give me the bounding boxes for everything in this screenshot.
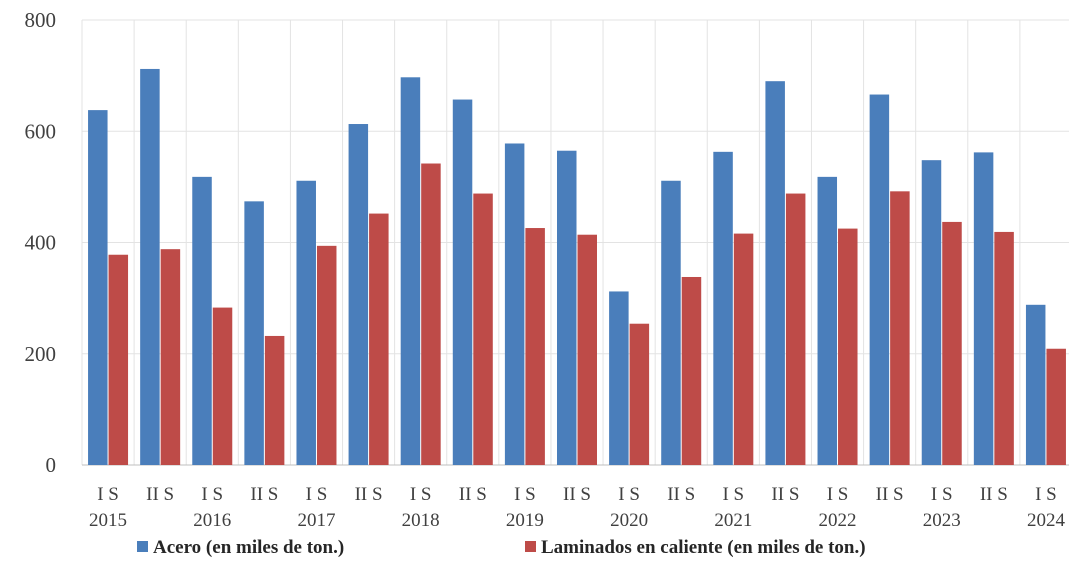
x-category-year-label: 2023 [923, 510, 961, 531]
x-category-half-label: I S [827, 484, 849, 505]
x-category-year-label: 2021 [714, 510, 752, 531]
x-category-half-label: II S [980, 484, 1008, 505]
x-category-half-label: I S [722, 484, 744, 505]
x-category-half-label: I S [931, 484, 953, 505]
laminados-bar [786, 194, 806, 465]
acero-bar [349, 124, 369, 465]
x-category-year-label: 2018 [402, 510, 440, 531]
acero-bar [818, 177, 838, 465]
laminados-bar [578, 235, 598, 465]
x-category-half-label: II S [459, 484, 487, 505]
x-category-half-label: I S [618, 484, 640, 505]
acero-bar [1026, 305, 1046, 465]
x-category-half-label: II S [667, 484, 695, 505]
x-category-half-label: II S [563, 484, 591, 505]
x-category-half-label: I S [97, 484, 119, 505]
acero-bar [296, 181, 316, 465]
y-axis-ticks: 0 200 400 600 800 [25, 8, 57, 477]
laminados-bar [734, 234, 754, 465]
acero-bar [401, 77, 421, 465]
laminados-bar [265, 336, 285, 465]
acero-bar [870, 95, 890, 465]
x-category-half-label: I S [201, 484, 223, 505]
y-tick-label: 200 [25, 342, 57, 366]
laminados-bar [942, 222, 962, 465]
x-category-half-label: II S [355, 484, 383, 505]
acero-bar [713, 152, 733, 465]
x-category-half-label: I S [1035, 484, 1057, 505]
laminados-bar [213, 308, 233, 465]
acero-bar [765, 81, 785, 465]
legend-swatch [137, 541, 148, 552]
laminados-bar [890, 191, 910, 465]
x-category-half-label: II S [876, 484, 904, 505]
x-category-half-label: I S [514, 484, 536, 505]
legend-label: Acero (en miles de ton.) [153, 537, 344, 558]
acero-bar [505, 143, 525, 465]
laminados-bar [994, 232, 1014, 465]
acero-bar [192, 177, 212, 465]
x-category-year-label: 2017 [297, 510, 335, 531]
acero-bar [661, 181, 681, 465]
x-category-half-label: II S [771, 484, 799, 505]
x-category-half-label: II S [146, 484, 174, 505]
x-category-half-label: I S [410, 484, 432, 505]
laminados-bar [525, 228, 545, 465]
y-tick-label: 800 [25, 8, 57, 32]
laminados-bar [109, 255, 129, 465]
laminados-bar [473, 194, 493, 465]
y-tick-label: 600 [25, 119, 57, 143]
acero-bar [88, 110, 108, 465]
acero-bar [244, 201, 263, 465]
laminados-bar [317, 246, 337, 465]
acero-bar [922, 160, 942, 465]
laminados-bar [161, 249, 181, 465]
x-category-year-label: 2024 [1027, 510, 1066, 531]
x-category-year-label: 2022 [819, 510, 857, 531]
laminados-bar [682, 277, 702, 465]
laminados-bar [1046, 349, 1066, 465]
legend: Acero (en miles de ton.) Laminados en cal… [137, 537, 866, 558]
x-category-year-label: 2016 [193, 510, 231, 531]
legend-swatch [525, 541, 536, 552]
acero-bar [557, 151, 577, 465]
acero-bar [140, 69, 160, 465]
laminados-bar [838, 229, 858, 465]
x-category-half-label: II S [250, 484, 278, 505]
x-category-half-label: I S [306, 484, 328, 505]
x-category-year-label: 2015 [89, 510, 127, 531]
y-tick-label: 0 [46, 453, 57, 477]
acero-bar [609, 291, 629, 465]
acero-bar [453, 100, 473, 465]
laminados-bar [630, 324, 650, 465]
bars [88, 69, 1066, 465]
legend-label: Laminados en caliente (en miles de ton.) [541, 537, 866, 558]
acero-bar [974, 152, 994, 465]
y-tick-label: 400 [25, 231, 57, 255]
x-category-year-label: 2019 [506, 510, 544, 531]
x-category-year-label: 2020 [610, 510, 648, 531]
laminados-bar [369, 214, 389, 465]
laminados-bar [421, 164, 441, 465]
x-axis-labels: I S 2015 II S I S 2016 II S I S 2017 II S I S 2018… [89, 484, 1065, 531]
